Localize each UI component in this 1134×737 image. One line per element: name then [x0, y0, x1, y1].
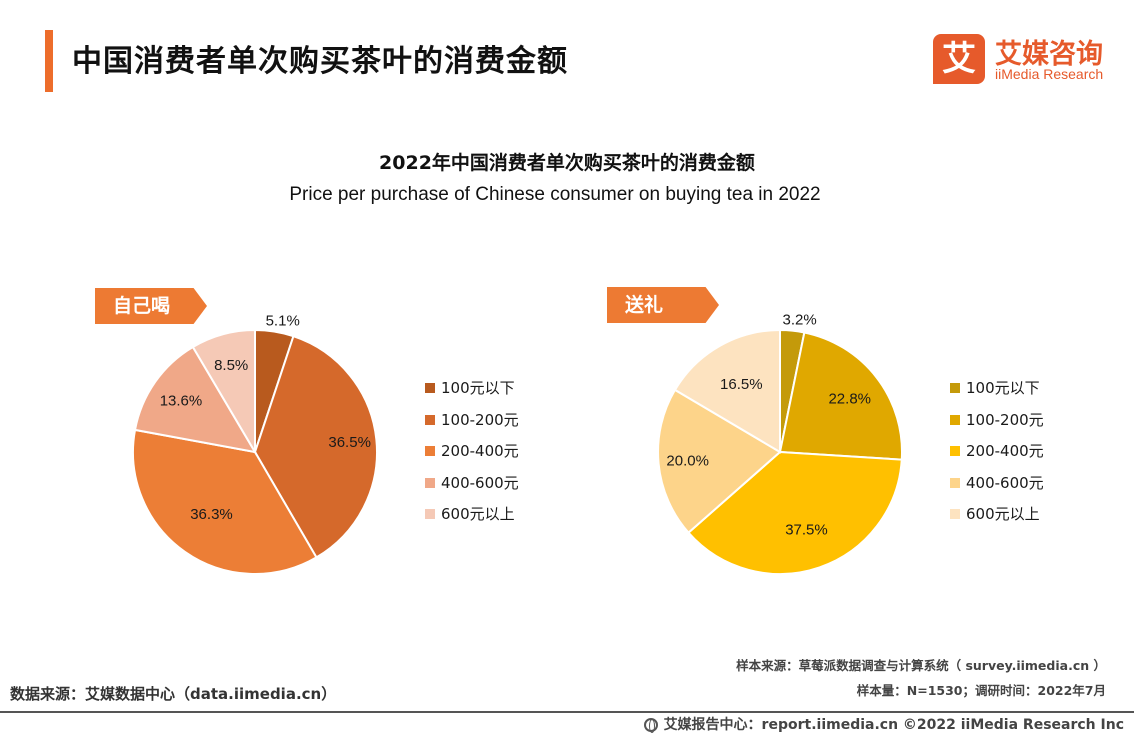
pie0-slice-200-400 [132, 428, 318, 575]
legend-label: 400-600元 [441, 473, 519, 492]
legend-label: 600元以上 [441, 505, 515, 524]
pie1-slice-over-600 [673, 328, 781, 454]
pie0-value-label-under-100: 5.1% [266, 313, 300, 330]
legend-swatch [950, 383, 960, 393]
legend-swatch [950, 477, 960, 488]
pie1-slice-400-600 [657, 388, 782, 535]
legend-label: 600元以上 [966, 505, 1040, 524]
chart-title: 2022年中国消费者单次购买茶叶的消费金额 [379, 152, 755, 174]
pie0-slice-400-600 [133, 345, 257, 454]
pie0-value-label-over-600: 8.5% [214, 357, 248, 374]
pie1-value-label-under-100: 3.2% [783, 312, 817, 329]
legend-swatch [425, 414, 435, 425]
globe-icon [643, 718, 658, 733]
data-source: 数据来源：艾媒数据中心（data.iimedia.cn） [10, 685, 337, 703]
legend-swatch [425, 446, 435, 457]
legend-swatch [950, 446, 960, 457]
page-title: 中国消费者单次购买茶叶的消费金额 [72, 44, 568, 79]
title-accent-bar [45, 30, 53, 92]
sample-size: 样本量：N=1530；调研时间：2022年7月 [856, 683, 1106, 698]
legend-swatch [425, 383, 435, 393]
pie1-value-label-100-200: 22.8% [828, 391, 871, 408]
legend-swatch [950, 414, 960, 425]
legend-label: 100元以下 [966, 379, 1040, 397]
pie1-slice-100-200 [778, 331, 903, 461]
legend-swatch [425, 509, 435, 520]
pie1-value-label-over-600: 16.5% [720, 376, 763, 393]
pie1-slice-200-400 [687, 450, 903, 575]
legend-label: 100元以下 [441, 379, 515, 397]
legend-swatch [425, 477, 435, 488]
panel-tag-self-drink: 自己喝 [95, 288, 207, 324]
pie0-value-label-200-400: 36.3% [190, 506, 233, 523]
panel-tag-gift: 送礼 [607, 287, 719, 323]
footer-divider [0, 711, 1134, 713]
logo-mark-icon: 艾 [933, 34, 985, 84]
legend-label: 400-600元 [966, 473, 1044, 492]
pie0-slice-over-600 [191, 328, 256, 456]
footer: 艾媒报告中心：report.iimedia.cn ©2022 iiMedia R… [643, 714, 1124, 734]
pie0-slice-100-200 [253, 334, 378, 559]
pie0-value-label-100-200: 36.5% [328, 434, 371, 451]
legend-label: 200-400元 [966, 442, 1044, 461]
pie1-value-label-200-400: 37.5% [785, 521, 828, 538]
sample-source: 样本来源：草莓派数据调查与计算系统（ survey.iimedia.cn ） [736, 658, 1106, 673]
legend-swatch [950, 509, 960, 520]
pie1-value-label-400-600: 20.0% [666, 453, 709, 470]
legend-label: 200-400元 [441, 442, 519, 461]
pie0-value-label-400-600: 13.6% [160, 392, 203, 409]
brand-logo: 艾 艾媒咨询 iiMedia Research [933, 34, 1123, 86]
legend-label: 100-200元 [966, 410, 1044, 429]
chart-subtitle: Price per purchase of Chinese consumer o… [289, 184, 821, 205]
legend-label: 100-200元 [441, 410, 519, 429]
logo-text-cn: 艾媒咨询 [995, 39, 1103, 70]
logo-text-en: iiMedia Research [995, 66, 1104, 82]
footer-text: 艾媒报告中心：report.iimedia.cn ©2022 iiMedia R… [663, 717, 1124, 733]
